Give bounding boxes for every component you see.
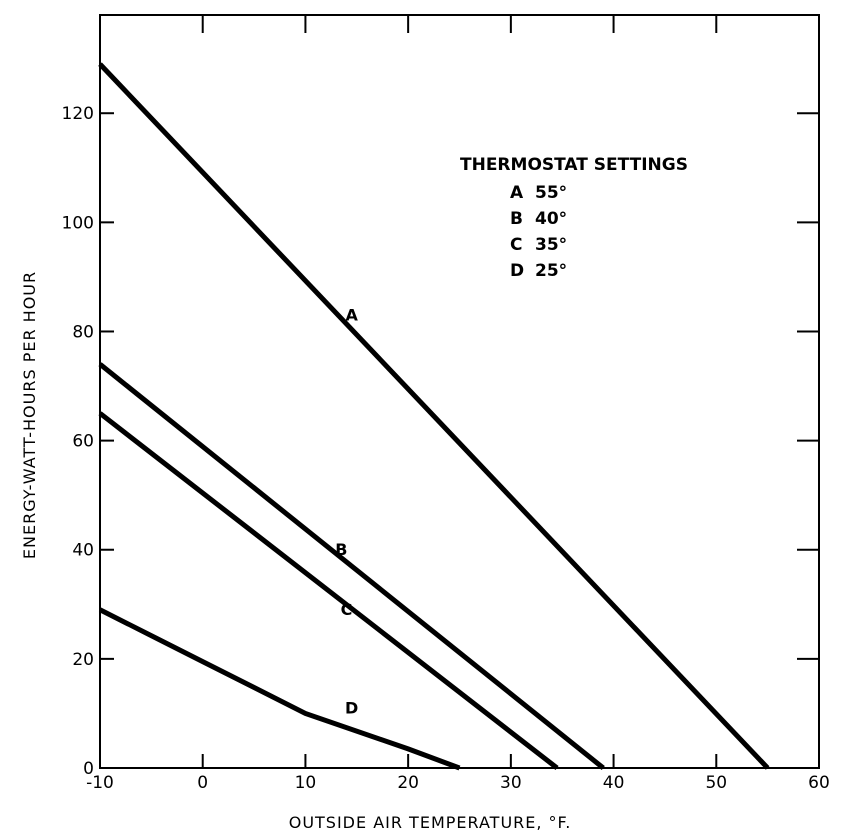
x-tick-label: 60	[808, 773, 830, 793]
y-tick-label: 120	[62, 104, 94, 124]
ticks-layer	[100, 15, 819, 768]
x-tick-label: 50	[705, 773, 727, 793]
series-line-c	[98, 411, 559, 770]
y-tick-label: 60	[72, 432, 94, 452]
y-tick-label: 40	[72, 541, 94, 561]
legend-key-c: C	[510, 235, 522, 255]
x-tick-label: 20	[397, 773, 419, 793]
legend-key-b: B	[510, 209, 523, 229]
legend-value-b: 40°	[535, 209, 567, 229]
plot-frame	[99, 14, 820, 769]
legend: THERMOSTAT SETTINGS A 55° B 40° C 35° D …	[460, 155, 688, 281]
series-line-b	[98, 362, 605, 770]
series-label-b: B	[335, 540, 347, 559]
series-line-a	[98, 62, 770, 770]
y-tick-label: 80	[72, 322, 94, 342]
x-tick-label: 40	[603, 773, 625, 793]
y-axis-label: ENERGY-WATT-HOURS PER HOUR	[20, 271, 39, 559]
y-tick-label: 100	[62, 213, 94, 233]
series-label-a: A	[345, 306, 358, 325]
x-tick-label: 30	[500, 773, 522, 793]
legend-value-a: 55°	[535, 183, 567, 203]
x-tick-label: 0	[197, 773, 208, 793]
y-tick-label: 0	[83, 759, 94, 779]
legend-title: THERMOSTAT SETTINGS	[460, 155, 688, 175]
legend-value-c: 35°	[535, 235, 567, 255]
series-layer	[98, 62, 770, 771]
legend-value-d: 25°	[535, 261, 567, 281]
x-axis-label: OUTSIDE AIR TEMPERATURE, °F.	[289, 813, 572, 832]
y-tick-label: 20	[72, 650, 94, 670]
series-line-d	[98, 607, 461, 771]
x-tick-label: 10	[295, 773, 317, 793]
series-label-d: D	[345, 698, 358, 717]
series-label-c: C	[341, 600, 353, 619]
x-tick-label: -10	[86, 773, 114, 793]
legend-key-a: A	[510, 183, 524, 203]
legend-key-d: D	[510, 261, 524, 281]
